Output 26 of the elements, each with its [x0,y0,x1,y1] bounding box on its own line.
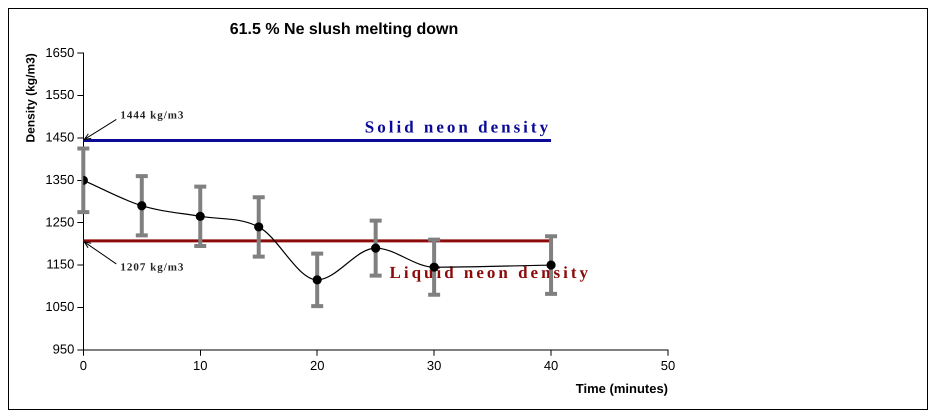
x-tick-label: 40 [544,358,558,374]
x-tick-label: 20 [310,358,324,374]
y-tick-label: 1250 [45,214,74,230]
ref-line-label: Solid neon density [364,117,552,136]
x-axis-title: Time (minutes) [576,380,668,396]
y-tick-label: 1650 [45,44,74,60]
annotation: 1207 kg/m3 [120,262,184,274]
y-tick-label: 1450 [45,130,74,145]
point [312,275,322,284]
x-tick-label: 0 [80,358,87,374]
y-tick-label: 1050 [45,299,74,314]
point [196,212,205,221]
x-tick-label: 10 [193,358,208,374]
chart-title: 61.5 % Ne slush melting down [230,21,458,38]
point [254,222,264,232]
y-tick-label: 1350 [45,172,74,187]
y-tick-label: 950 [52,341,74,356]
point [137,201,146,210]
y-tick-label: 1150 [46,256,74,272]
y-tick-label: 1550 [45,87,74,102]
x-tick-label: 30 [426,358,442,374]
annotation: 1444 kg/m3 [120,109,184,122]
x-tick-label: 50 [660,358,676,374]
ref-line-label: Liquid neon density [390,262,592,282]
y-axis-title: Density (kg/m3) [24,53,38,143]
point [371,244,380,253]
